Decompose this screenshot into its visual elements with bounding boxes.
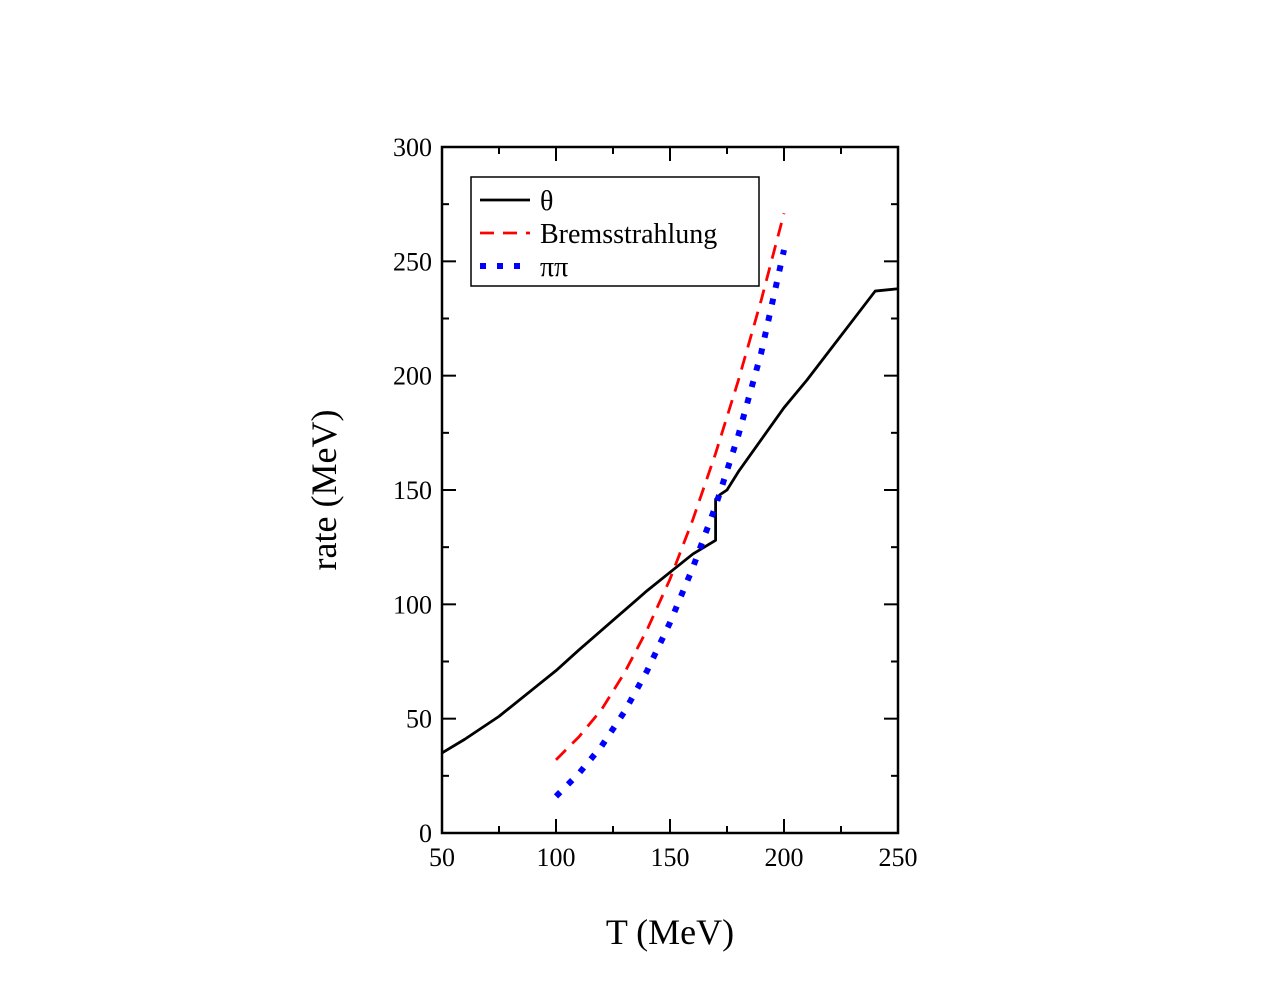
legend-label-1: θ (540, 186, 553, 217)
x-tick-label: 50 (429, 843, 455, 872)
x-tick-label: 150 (651, 843, 690, 872)
series-line-1 (441, 287, 899, 755)
series-line-3 (553, 249, 787, 799)
y-tick-label: 200 (393, 362, 432, 391)
y-axis-title: rate (MeV) (304, 410, 344, 571)
y-tick-label: 50 (406, 705, 432, 734)
x-tick-label: 250 (879, 843, 918, 872)
series-layer (441, 212, 899, 799)
legend-label-2: Bremsstrahlung (540, 219, 717, 250)
legend-label-3: ππ (540, 252, 568, 283)
series-line-2 (555, 212, 786, 761)
y-tick-label: 0 (419, 819, 432, 848)
plot-area (440, 145, 900, 835)
x-axis-title: T (MeV) (606, 912, 734, 952)
y-tick-label: 250 (393, 247, 432, 276)
x-tick-label: 100 (537, 843, 576, 872)
y-tick-label: 150 (393, 476, 432, 505)
y-tick-label: 100 (393, 590, 432, 619)
y-tick-label: 300 (393, 133, 432, 162)
x-tick-label: 200 (765, 843, 804, 872)
